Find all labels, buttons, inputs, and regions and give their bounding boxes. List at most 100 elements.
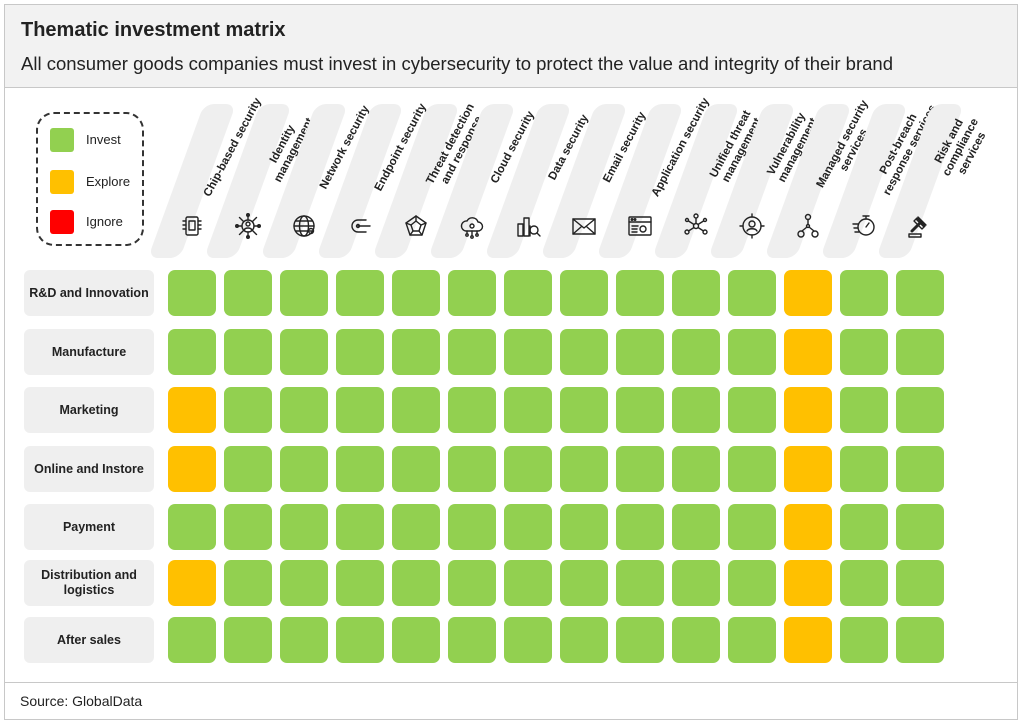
- matrix-cell: [336, 446, 384, 492]
- column-header: Cloud security: [427, 104, 536, 260]
- envelope-icon: [572, 218, 596, 235]
- column-header: Threat detection and response: [371, 102, 485, 260]
- matrix-cell: [896, 329, 944, 375]
- gavel-icon: [908, 216, 927, 238]
- matrix-cell: [224, 387, 272, 433]
- matrix-cell: [896, 446, 944, 492]
- matrix-cell: [728, 504, 776, 550]
- matrix-cell: [672, 504, 720, 550]
- row-label: Payment: [24, 504, 154, 550]
- matrix-cell: [336, 560, 384, 606]
- column-header: Identity management: [203, 104, 316, 260]
- matrix-cell: [728, 387, 776, 433]
- matrix-cell: [504, 446, 552, 492]
- matrix-cell: [728, 560, 776, 606]
- legend-swatch-explore: [50, 170, 74, 194]
- footer-divider: [5, 682, 1017, 683]
- matrix-cell: [560, 270, 608, 316]
- matrix-cell: [896, 387, 944, 433]
- column-header: Unified threat management: [651, 104, 764, 260]
- matrix-cell: [896, 617, 944, 663]
- matrix-cell: [448, 617, 496, 663]
- matrix-cell: [168, 387, 216, 433]
- matrix-cell: [896, 504, 944, 550]
- legend-swatch-invest: [50, 128, 74, 152]
- matrix-cell: [224, 560, 272, 606]
- legend: Invest Explore Ignore: [36, 112, 144, 246]
- matrix-cell: [504, 560, 552, 606]
- matrix-cell: [280, 270, 328, 316]
- matrix-cell: [728, 329, 776, 375]
- matrix-cell: [280, 329, 328, 375]
- matrix-cell: [728, 270, 776, 316]
- matrix-cell: [504, 617, 552, 663]
- matrix-cell: [560, 504, 608, 550]
- matrix-cell: [224, 270, 272, 316]
- matrix-cell: [280, 446, 328, 492]
- page-title: Thematic investment matrix: [21, 19, 286, 41]
- matrix-cell: [840, 617, 888, 663]
- nodes-icon: [684, 213, 708, 235]
- matrix-cell: [392, 387, 440, 433]
- matrix-cell: [672, 329, 720, 375]
- matrix-cell: [616, 617, 664, 663]
- matrix-cell: [784, 387, 832, 433]
- identity-network-icon: [235, 213, 262, 240]
- matrix-cell: [616, 387, 664, 433]
- legend-label-ignore: Ignore: [86, 214, 123, 229]
- endpoint-icon: [351, 219, 371, 233]
- matrix-cell: [840, 504, 888, 550]
- matrix-cell: [224, 617, 272, 663]
- matrix-cell: [784, 329, 832, 375]
- matrix-cell: [336, 617, 384, 663]
- matrix-cell: [616, 446, 664, 492]
- stopwatch-icon: [852, 215, 875, 236]
- matrix-cell: [672, 446, 720, 492]
- matrix-cell: [168, 560, 216, 606]
- matrix-cell: [672, 270, 720, 316]
- legend-label-invest: Invest: [86, 132, 121, 147]
- matrix-cell: [784, 617, 832, 663]
- matrix-cell: [168, 504, 216, 550]
- matrix-cell: [280, 560, 328, 606]
- matrix-cell: [728, 446, 776, 492]
- column-header: Email security: [539, 104, 648, 260]
- legend-label-explore: Explore: [86, 174, 131, 189]
- matrix-cell: [840, 387, 888, 433]
- matrix-cell: [448, 270, 496, 316]
- matrix-cell: [448, 387, 496, 433]
- matrix-cell: [336, 504, 384, 550]
- matrix-cell: [616, 504, 664, 550]
- column-header: Endpoint security: [315, 101, 428, 260]
- matrix-cell: [224, 329, 272, 375]
- globe-network-icon: [293, 215, 315, 237]
- row-label: Manufacture: [24, 329, 154, 375]
- column-header: Risk and compliance services: [875, 104, 988, 260]
- matrix-cell: [896, 270, 944, 316]
- matrix-cell: [560, 387, 608, 433]
- hierarchy-icon: [797, 213, 819, 238]
- matrix-cell: [672, 617, 720, 663]
- matrix-cell: [784, 504, 832, 550]
- matrix-cell: [728, 617, 776, 663]
- matrix-cell: [224, 504, 272, 550]
- matrix-cell: [392, 504, 440, 550]
- header: Thematic investment matrix All consumer …: [5, 5, 1017, 88]
- matrix-cell: [840, 560, 888, 606]
- user-target-icon: [739, 213, 765, 239]
- matrix-cell: [280, 504, 328, 550]
- column-header: Chip-based security: [147, 96, 263, 260]
- data-search-icon: [517, 217, 541, 237]
- matrix-cell: [392, 329, 440, 375]
- matrix-cell: [392, 560, 440, 606]
- cloud-icon: [460, 217, 484, 239]
- matrix-cell: [560, 617, 608, 663]
- matrix-cell: [784, 446, 832, 492]
- column-header: Post-breach response services: [819, 103, 939, 260]
- row-label: Distribution and logistics: [24, 560, 154, 606]
- matrix-cell: [392, 270, 440, 316]
- column-header: Data security: [483, 104, 591, 260]
- row-label: R&D and Innovation: [24, 270, 154, 316]
- chart-frame: [4, 4, 1018, 720]
- matrix-cell: [336, 270, 384, 316]
